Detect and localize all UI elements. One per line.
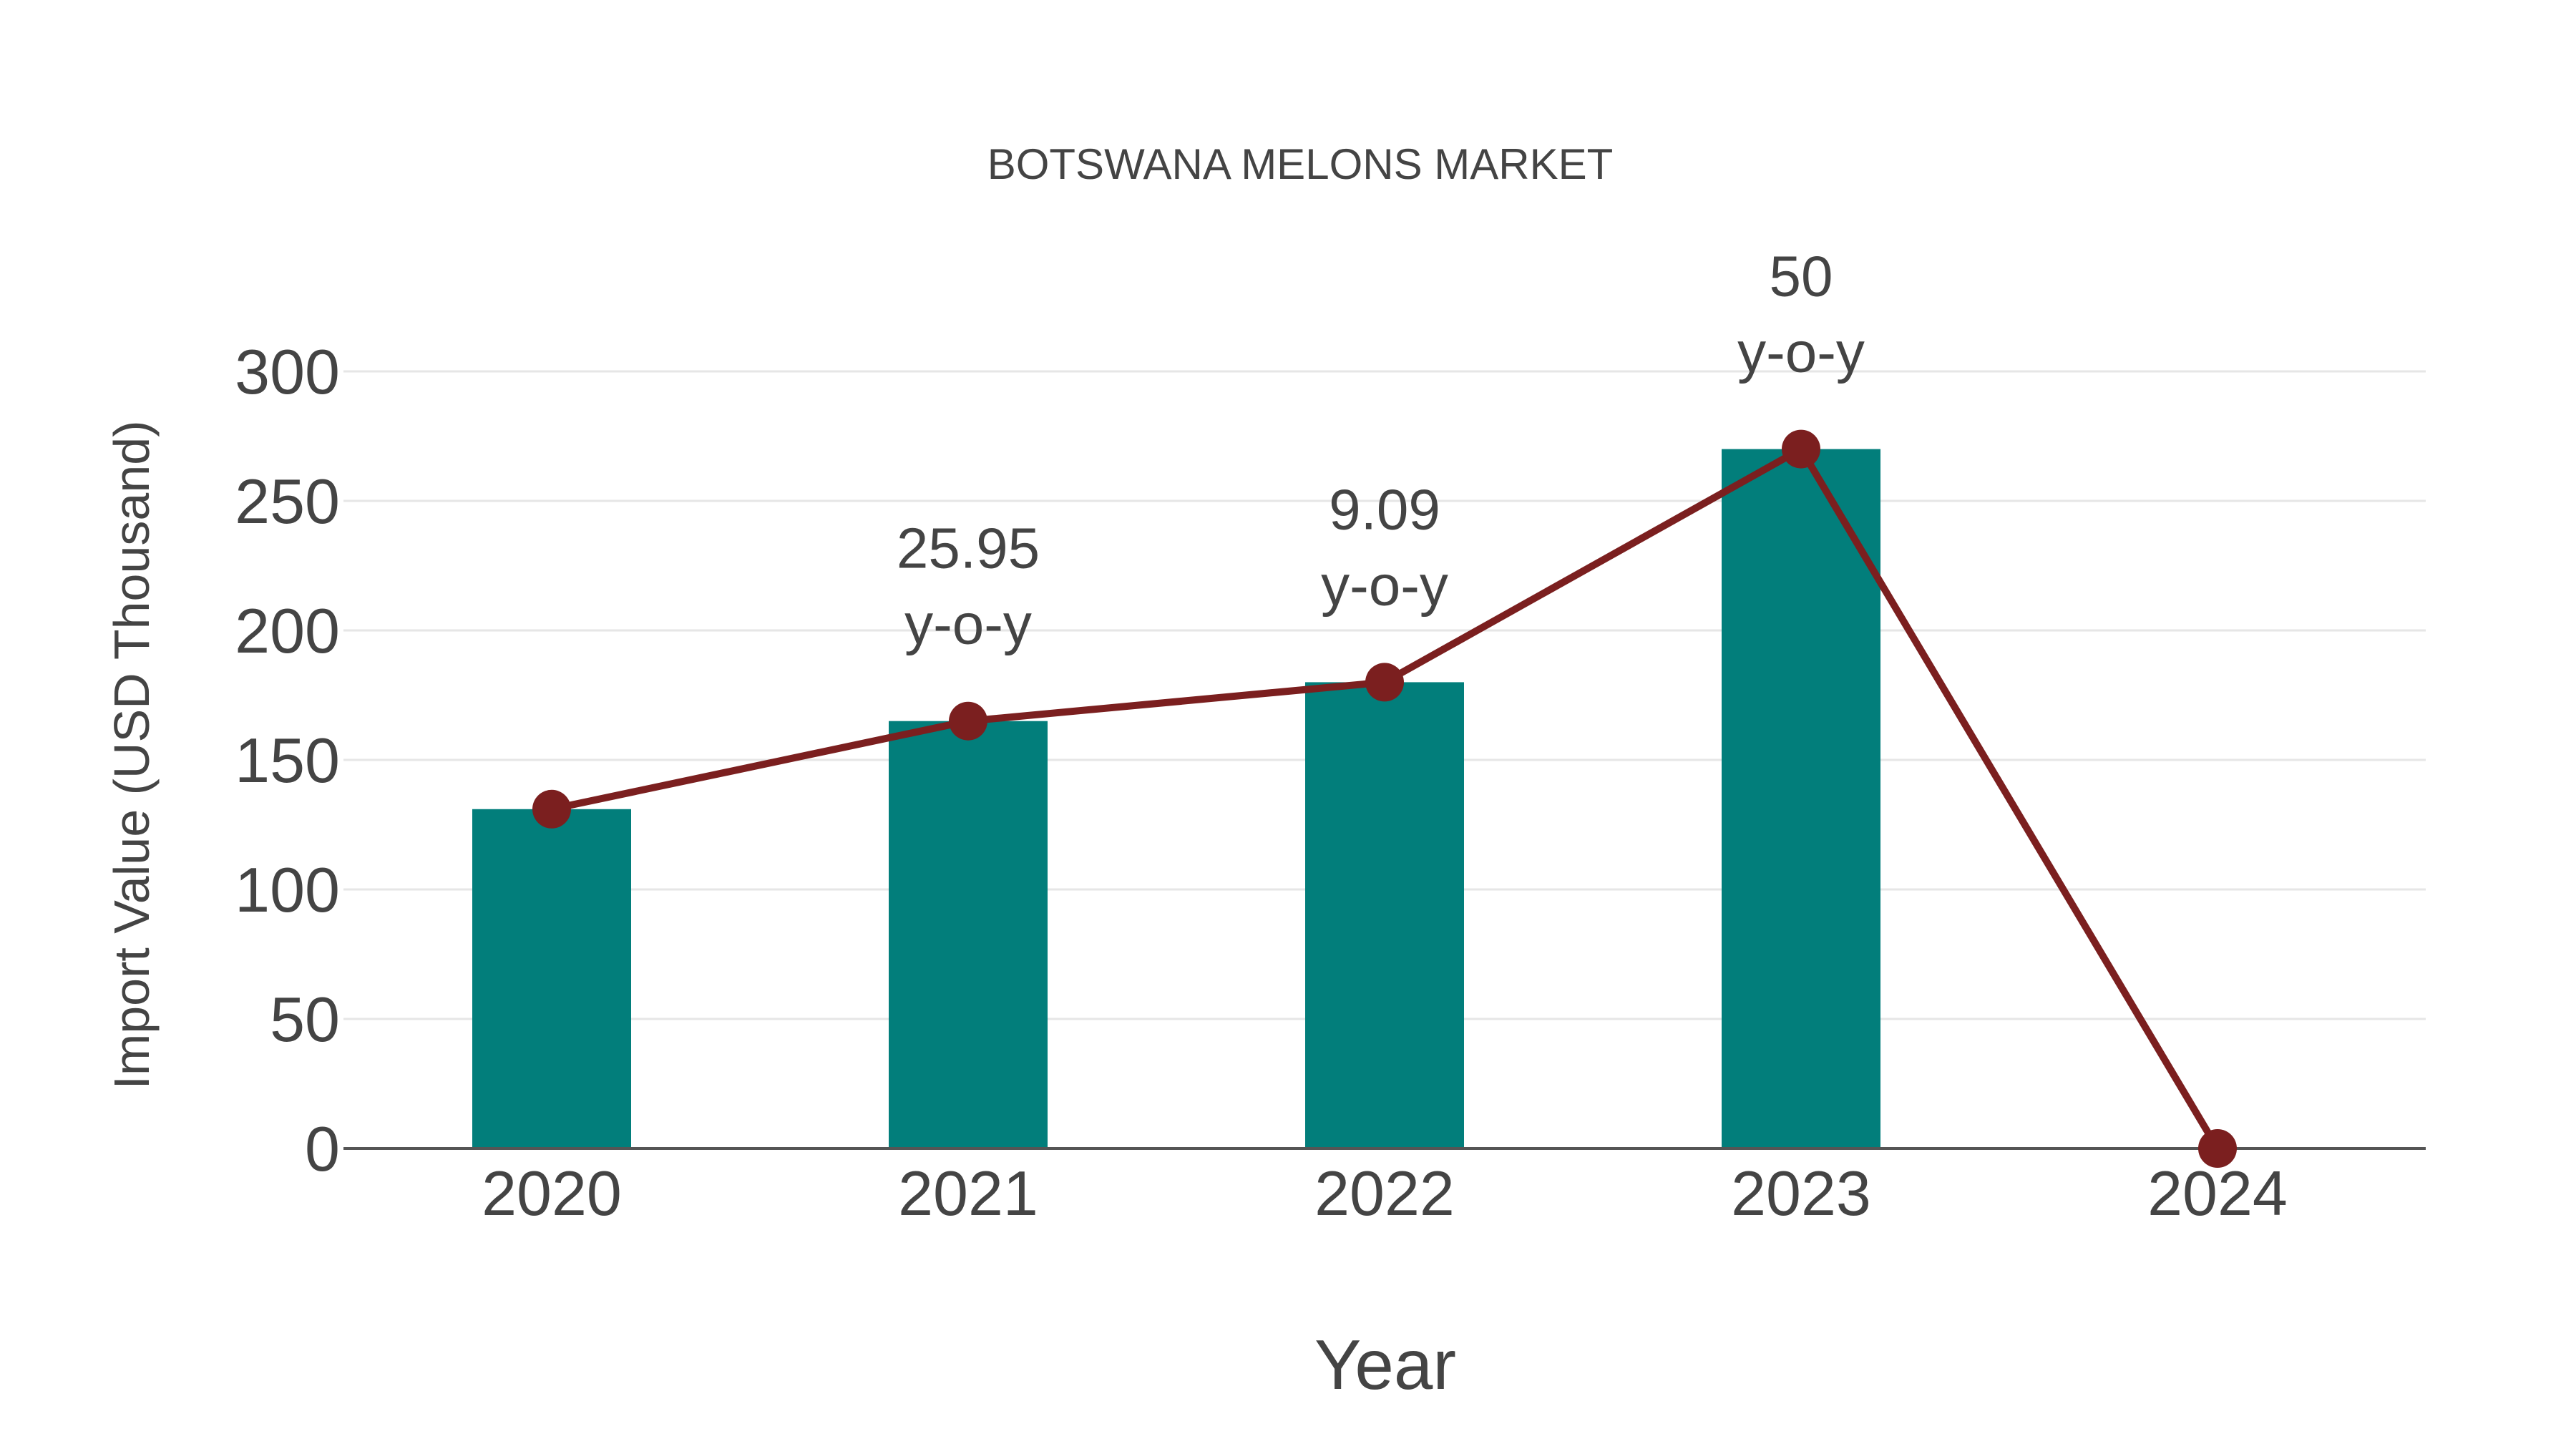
y-tick-label: 150 — [235, 725, 340, 796]
x-tick-label: 2021 — [898, 1158, 1038, 1229]
y-tick-label: 250 — [235, 466, 340, 537]
y-tick-label: 200 — [235, 595, 340, 666]
marker-2021 — [949, 701, 987, 741]
yoy-suffix: y-o-y — [1737, 321, 1865, 384]
marker-2022 — [1365, 663, 1404, 702]
y-tick-label: 300 — [235, 336, 340, 407]
x-tick-label: 2022 — [1314, 1158, 1455, 1229]
yoy-suffix: y-o-y — [1321, 553, 1448, 617]
bar-2021 — [889, 721, 1048, 1148]
line-series — [532, 429, 2237, 1168]
yoy-value: 9.09 — [1329, 477, 1440, 541]
y-tick-label: 100 — [235, 854, 340, 925]
marker-2023 — [1782, 429, 1820, 469]
bar-series — [472, 449, 1880, 1148]
x-tick-label: 2023 — [1731, 1158, 1871, 1229]
bar-2022 — [1305, 682, 1464, 1148]
yoy-value: 50 — [1770, 245, 1833, 308]
bar-2020 — [472, 809, 631, 1148]
x-axis-title: Year — [1314, 1325, 1456, 1404]
x-tick-label: 2020 — [482, 1158, 622, 1229]
yoy-suffix: y-o-y — [904, 592, 1032, 656]
marker-2020 — [532, 789, 571, 829]
y-axis-title: Import Value (USD Thousand) — [104, 420, 160, 1089]
chart-title: BOTSWANA MELONS MARKET — [987, 140, 1614, 188]
bar-2023 — [1722, 449, 1880, 1148]
marker-2024 — [2198, 1129, 2237, 1168]
y-tick-label: 50 — [270, 984, 340, 1055]
x-axis-ticks: 2020 2021 2022 2023 2024 — [482, 1158, 2288, 1229]
y-tick-label: 0 — [305, 1113, 340, 1184]
yoy-annotations: 25.95 y-o-y 9.09 y-o-y 50 y-o-y — [897, 245, 1865, 656]
x-tick-label: 2024 — [2147, 1158, 2288, 1229]
yoy-value: 25.95 — [897, 517, 1040, 580]
y-axis-ticks: 0 50 100 150 200 250 300 — [235, 336, 340, 1184]
